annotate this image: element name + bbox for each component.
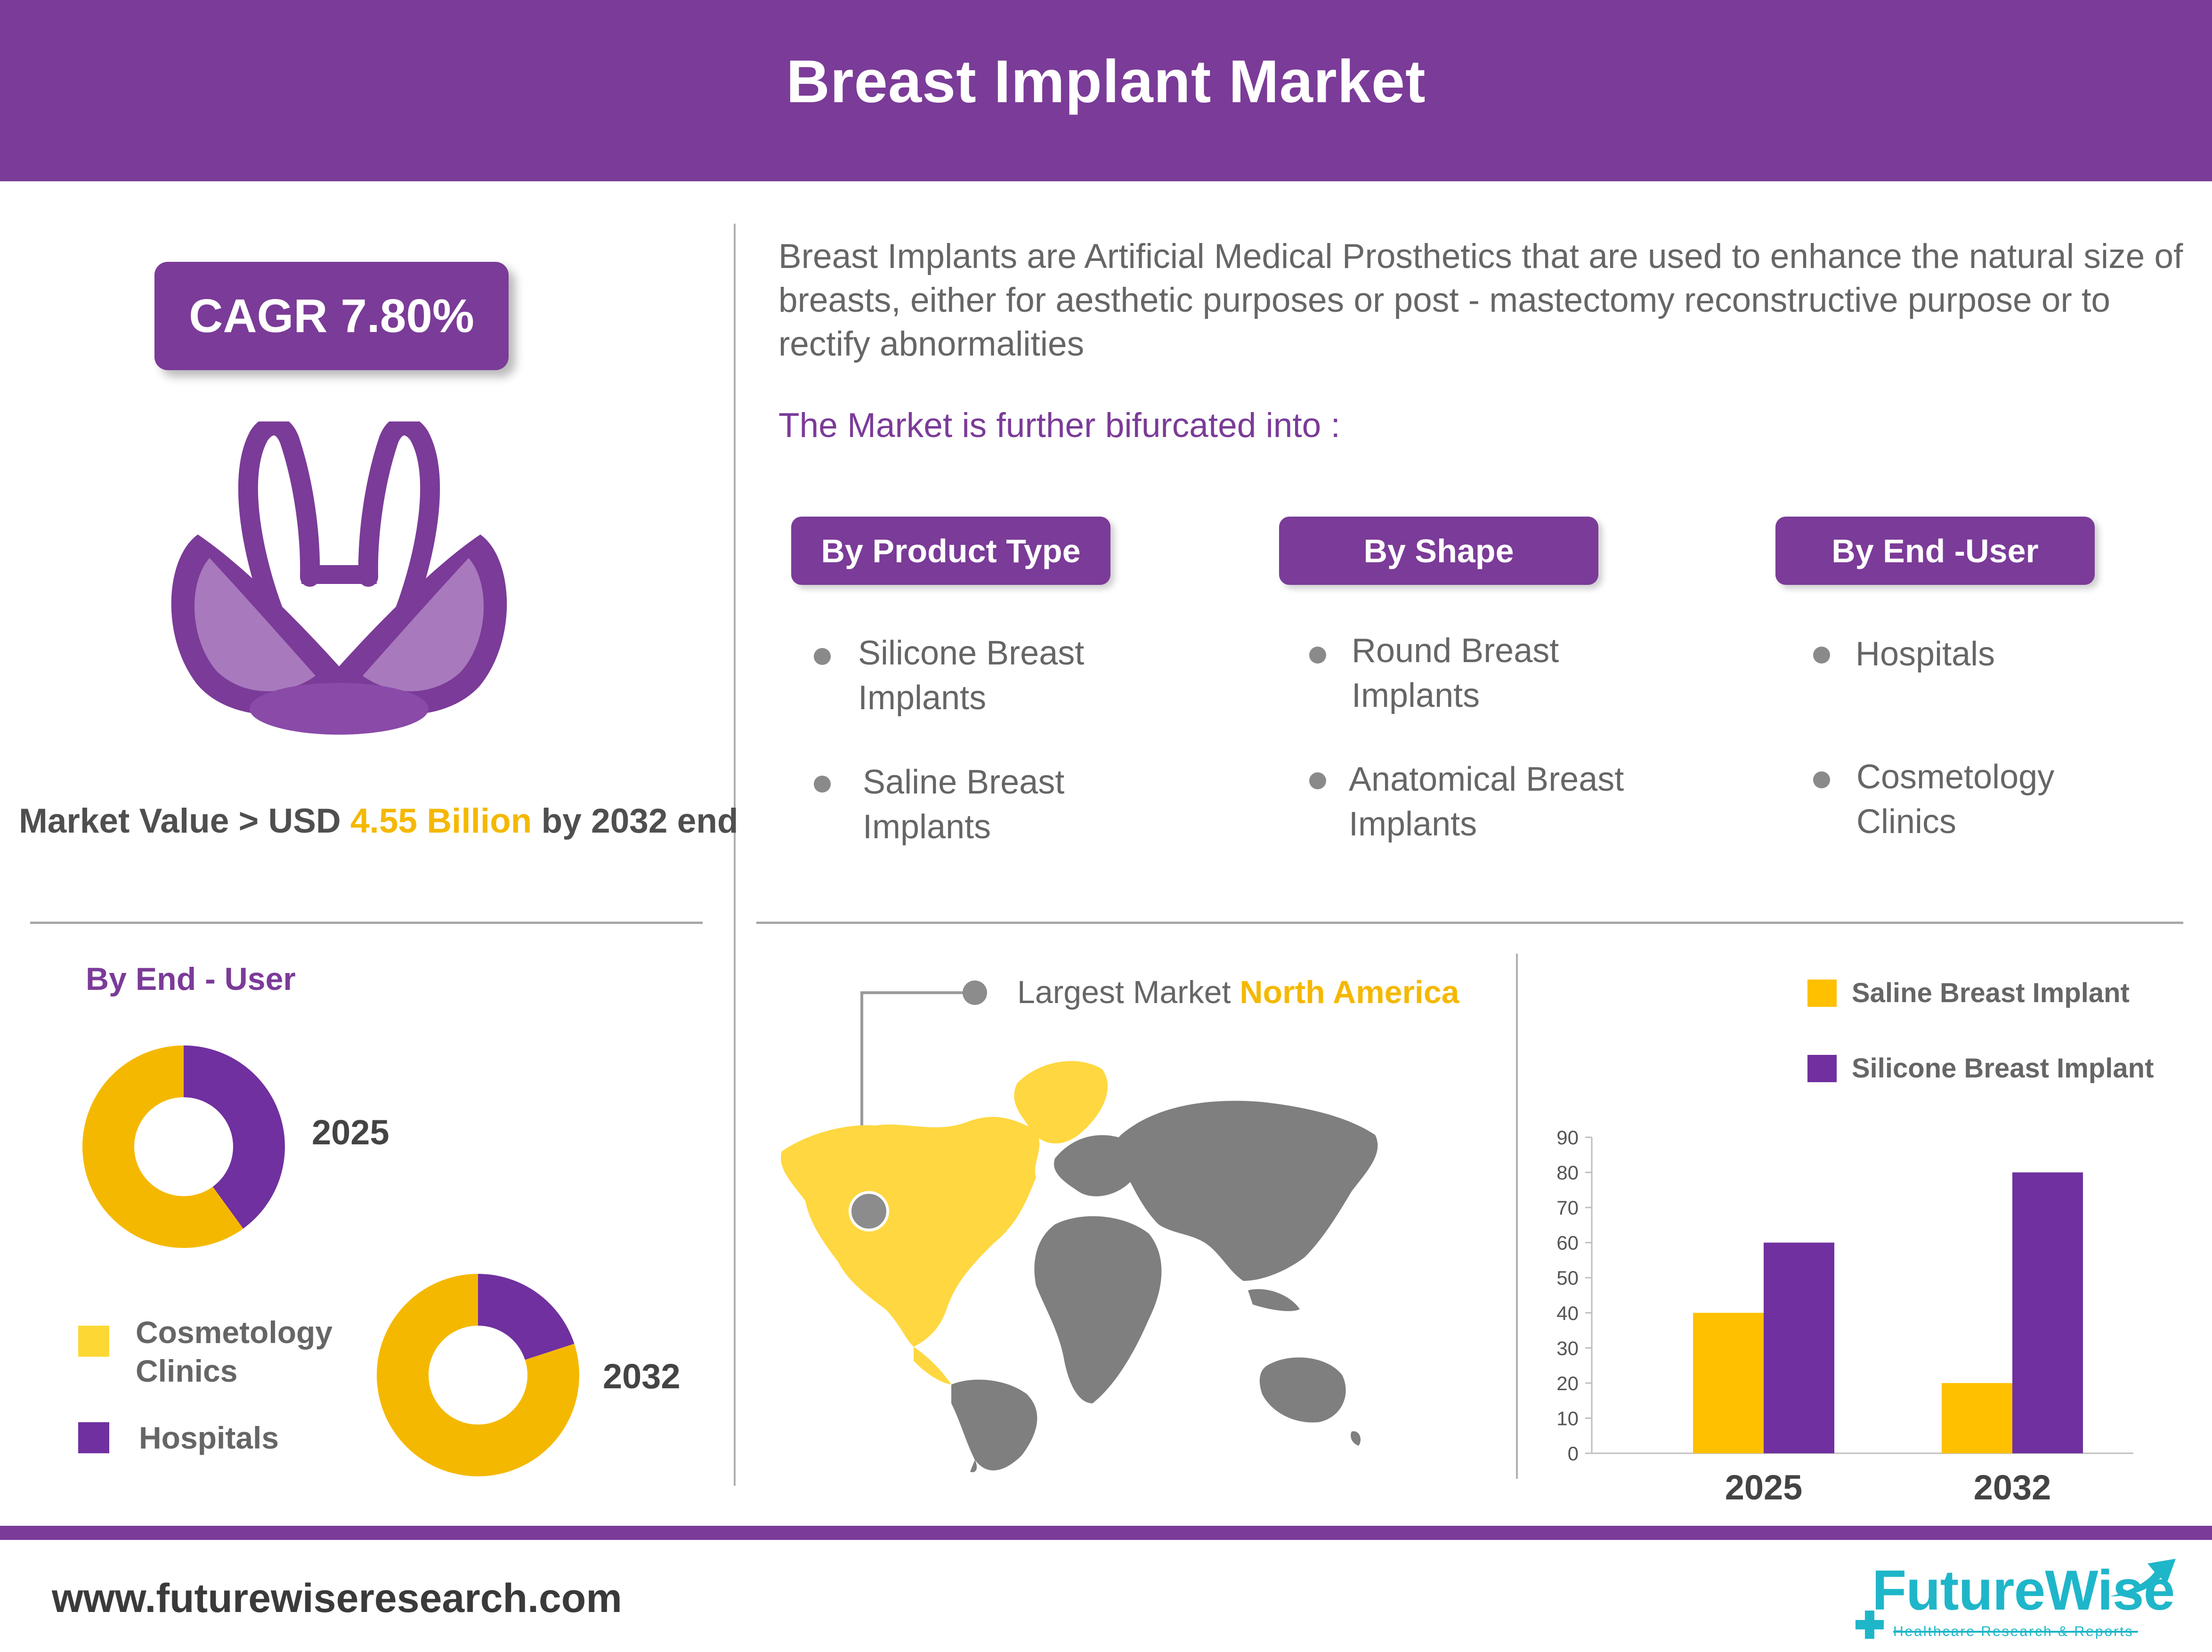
end-user-section-title: By End - User — [86, 961, 296, 997]
donut-slice-hospitals — [184, 1045, 285, 1229]
segment-item-anatomical: Anatomical Breast Implants — [1349, 761, 1624, 843]
segment-item-hospitals: Hospitals — [1855, 635, 1995, 673]
bar-legend-swatch-1 — [1807, 1055, 1837, 1082]
legend-label-hospitals: Hospitals — [139, 1420, 279, 1455]
market-value-suffix: by 2032 end — [532, 802, 738, 840]
y-tick-label: 90 — [1556, 1126, 1579, 1149]
bar-legend-swatch-0 — [1807, 980, 1837, 1007]
y-tick-label: 70 — [1556, 1197, 1579, 1219]
bullet-dot — [1813, 647, 1830, 664]
header-banner: Breast Implant Market — [0, 0, 2212, 181]
y-tick-label: 0 — [1568, 1442, 1579, 1465]
legend-swatch-cosmetology — [78, 1326, 109, 1357]
y-tick-label: 50 — [1556, 1267, 1579, 1289]
legend-swatch-hospitals — [78, 1422, 109, 1453]
donut-2025 — [82, 1045, 285, 1248]
donut-slice-cosmetology-clinics — [377, 1274, 579, 1476]
donut-2032-label: 2032 — [603, 1357, 681, 1396]
bra-icon — [171, 421, 507, 735]
bar-2032-saline — [1942, 1383, 2012, 1453]
x-category-label: 2025 — [1725, 1468, 1803, 1507]
y-tick-label: 30 — [1556, 1337, 1579, 1359]
donut-slice-cosmetology-clinics — [82, 1045, 243, 1248]
bar-2025-silicone — [1764, 1242, 1834, 1453]
market-description: Breast Implants are Artificial Medical P… — [778, 237, 2183, 363]
footer-divider — [0, 1526, 2212, 1540]
bar-2025-saline — [1693, 1312, 1764, 1453]
bifurcation-heading: The Market is further bifurcated into : — [778, 406, 1340, 445]
futurewise-logo-mark — [1855, 1559, 2176, 1639]
y-tick-label: 20 — [1556, 1372, 1579, 1394]
bullet-dot — [1309, 772, 1326, 789]
bullet-dot — [814, 776, 831, 793]
bullet-dot — [1309, 647, 1326, 664]
map-chart-divider — [1516, 954, 1518, 1479]
bullet-dot — [814, 648, 831, 665]
segment-item-saline: Saline Breast Implants — [863, 763, 1065, 846]
left-separator-line — [30, 922, 703, 924]
cagr-badge: CAGR 7.80% — [154, 262, 509, 370]
largest-market-region: North America — [1240, 974, 1459, 1010]
segment-shape-pill: By Shape — [1279, 517, 1598, 585]
segment-item-round: Round Breast Implants — [1352, 632, 1559, 714]
legend-label-cosmetology: Cosmetology Clinics — [136, 1315, 333, 1388]
footer-url: www.futurewiseresearch.com — [52, 1576, 622, 1621]
futurewise-logo-tagline: Healthcare Research & Reports — [1893, 1624, 2134, 1639]
y-tick-label: 40 — [1556, 1302, 1579, 1324]
market-value-amount: 4.55 Billion — [350, 802, 532, 840]
segment-end-user-pill: By End -User — [1775, 517, 2095, 585]
donut-slice-hospitals — [478, 1274, 575, 1360]
market-value-text: Market Value > USD 4.55 Billion by 2032 … — [19, 802, 738, 841]
left-column-divider — [734, 224, 736, 1486]
bar-legend-label-0: Saline Breast Implant — [1852, 978, 2130, 1008]
segment-item-silicone: Silicone Breast Implants — [858, 634, 1085, 717]
bar-chart: Saline Breast Implant Silicone Breast Imp… — [1556, 978, 2154, 1507]
right-separator-line — [756, 922, 2183, 924]
page-title: Breast Implant Market — [786, 48, 1426, 115]
bullet-dot — [1813, 771, 1830, 788]
futurewise-logo-name: FutureWise — [1872, 1559, 2175, 1622]
largest-market-prefix: Largest Market — [1017, 974, 1240, 1010]
y-tick-label: 10 — [1556, 1407, 1579, 1429]
market-value-prefix: Market Value > USD — [19, 802, 350, 840]
y-tick-label: 60 — [1556, 1232, 1579, 1254]
segment-product-type-pill: By Product Type — [791, 517, 1110, 585]
y-tick-label: 80 — [1556, 1162, 1579, 1184]
donut-2032 — [377, 1274, 579, 1476]
bar-legend-label-1: Silicone Breast Implant — [1852, 1053, 2154, 1084]
x-category-label: 2032 — [1974, 1468, 2051, 1507]
largest-market-text: Largest Market North America — [1017, 974, 1459, 1011]
world-map — [781, 980, 1378, 1473]
bar-2032-silicone — [2012, 1172, 2083, 1453]
donut-2025-label: 2025 — [312, 1113, 389, 1152]
segment-item-cosmetology: Cosmetology Clinics — [1856, 758, 2055, 841]
